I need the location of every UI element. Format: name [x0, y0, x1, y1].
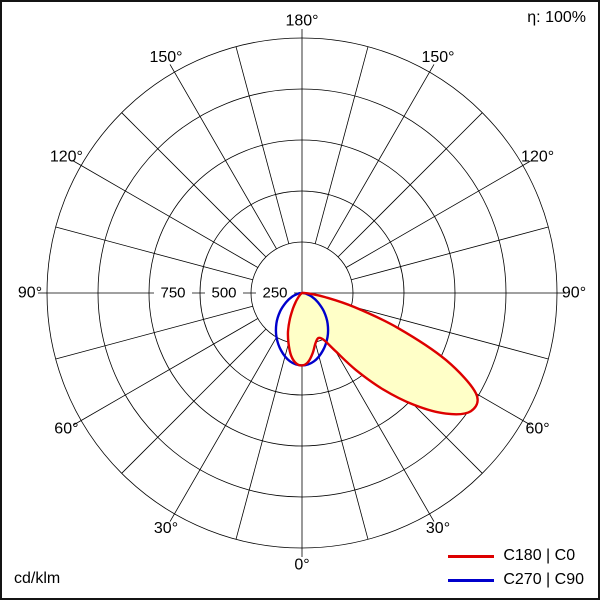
c0-c180-curve [286, 291, 479, 416]
angle-gridline [351, 305, 549, 360]
legend-label-c180-c0: C180 | C0 [503, 547, 576, 564]
angle-gridline [174, 71, 277, 250]
angle-label: 0° [294, 557, 309, 574]
angle-label: 150° [149, 49, 182, 66]
radial-label-mask [154, 284, 192, 302]
angle-tick [429, 64, 435, 73]
angle-label: 60° [525, 421, 549, 438]
angle-tick [73, 160, 82, 166]
efficiency-label: η: 100% [527, 9, 586, 26]
radial-tick-label: 750 [160, 285, 185, 302]
legend-item-c180-c0: C180 | C0 [448, 544, 584, 568]
legend-item-c270-c90: C270 | C90 [448, 568, 584, 592]
beam-fill [287, 293, 478, 415]
legend: C180 | C0 C270 | C90 [448, 544, 584, 592]
angle-gridline [121, 112, 267, 258]
angle-gridline [55, 226, 253, 281]
angle-gridline [80, 318, 259, 421]
angle-label: 90° [18, 285, 42, 302]
unit-label: cd/klm [14, 570, 61, 587]
angle-label: 60° [54, 421, 78, 438]
angle-gridline [327, 336, 430, 515]
angle-gridline [235, 342, 290, 540]
angle-gridline [337, 112, 483, 258]
legend-label-c270-c90: C270 | C90 [503, 571, 584, 588]
angle-gridline [174, 336, 277, 515]
angle-label: 150° [421, 49, 454, 66]
angle-tick [522, 420, 531, 426]
angle-tick [429, 513, 435, 522]
angle-label: 90° [562, 285, 586, 302]
blue-curve-swatch-icon [448, 578, 495, 582]
angle-label: 120° [50, 149, 83, 166]
angle-label: 30° [426, 520, 450, 537]
radial-tick-label: 500 [211, 285, 236, 302]
angle-gridline [121, 328, 267, 474]
red-curve-swatch-icon [448, 554, 495, 558]
angle-gridline [314, 46, 369, 244]
angle-gridline [351, 226, 549, 281]
angle-gridline [55, 305, 253, 360]
radial-tick-label: 250 [262, 285, 287, 302]
angle-tick [169, 513, 175, 522]
angle-gridline [345, 165, 524, 268]
angle-label: 30° [154, 520, 178, 537]
radial-label-mask [256, 284, 294, 302]
angle-gridline [314, 342, 369, 540]
angle-label: 180° [285, 13, 318, 30]
angle-gridline [80, 165, 259, 268]
angle-label: 120° [521, 149, 554, 166]
angle-tick [522, 160, 531, 166]
angle-tick [73, 420, 82, 426]
angle-gridline [327, 71, 430, 250]
angle-tick [169, 64, 175, 73]
radial-label-mask [205, 284, 243, 302]
angle-gridline [235, 46, 290, 244]
